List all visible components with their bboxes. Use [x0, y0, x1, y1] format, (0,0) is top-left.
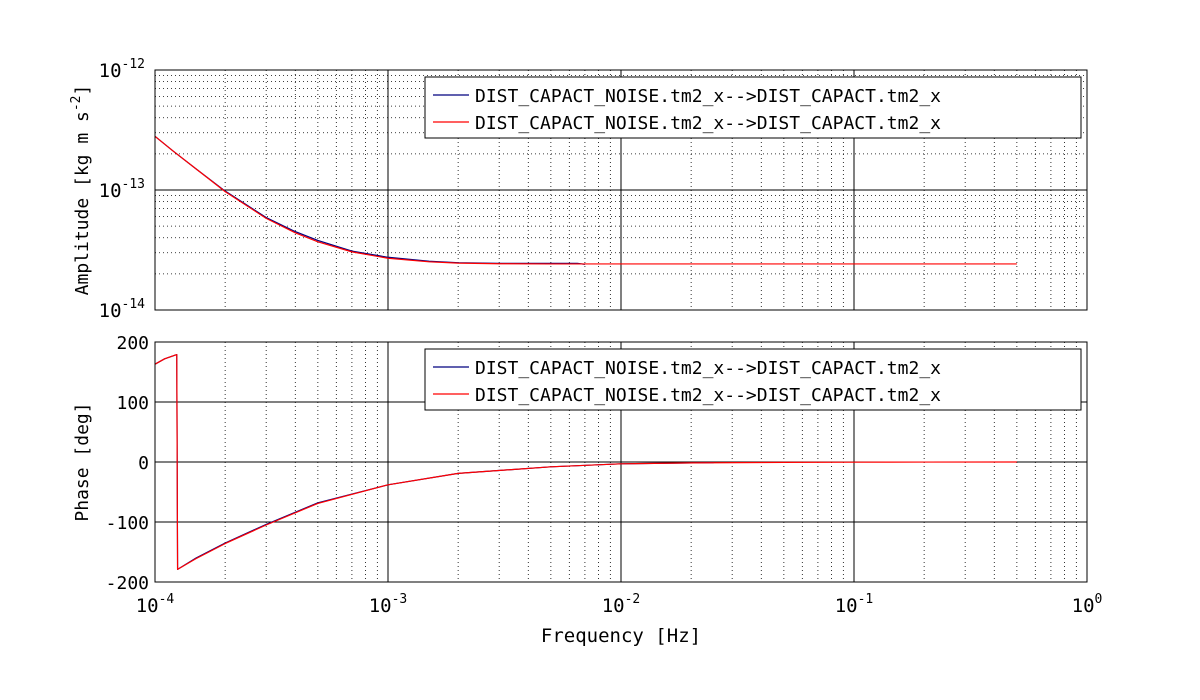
legend-box: [424, 76, 1082, 139]
x-tick-exponent: -4: [159, 592, 175, 607]
x-tick-label: 10-2: [602, 592, 641, 617]
x-tick-base: 10: [835, 595, 858, 617]
x-axis-label: Frequency [Hz]: [541, 625, 701, 647]
y-axis-label-tail: ]: [72, 85, 93, 96]
y-tick-label: -100: [106, 513, 149, 534]
y-axis-label: Amplitude [kg m s-2]: [69, 85, 93, 296]
x-tick-label: 10-4: [136, 592, 175, 617]
legend: DIST_CAPACT_NOISE.tm2_x-->DIST_CAPACT.tm…: [424, 348, 1082, 411]
x-tick-exponent: -3: [392, 592, 408, 607]
legend-entry-label: DIST_CAPACT_NOISE.tm2_x-->DIST_CAPACT.tm…: [475, 358, 941, 379]
y-tick-label: 100: [116, 393, 149, 414]
x-tick-exponent: 0: [1095, 592, 1103, 607]
y-tick-label: 10-12: [99, 57, 145, 82]
y-tick-exponent: -13: [122, 177, 145, 192]
y-axis-label-main: Amplitude [kg m s: [72, 111, 93, 295]
y-tick-base: 10: [99, 300, 122, 322]
y-tick-exponent: -12: [122, 57, 145, 72]
y-axis-label-exponent: -2: [69, 95, 84, 111]
axes-frame: [154, 341, 1088, 583]
y-tick-exponent: -14: [122, 297, 146, 312]
series-line-1: [154, 354, 1017, 571]
y-tick-base: 10: [99, 60, 122, 82]
series-line-1: [154, 135, 1017, 265]
x-tick-label: 10-3: [369, 592, 408, 617]
legend: DIST_CAPACT_NOISE.tm2_x-->DIST_CAPACT.tm…: [424, 76, 1082, 139]
axes-frame: [154, 69, 1088, 311]
x-tick-base: 10: [136, 595, 159, 617]
y-tick-label: 10-13: [99, 177, 145, 202]
legend-entry-label: DIST_CAPACT_NOISE.tm2_x-->DIST_CAPACT.tm…: [475, 113, 941, 134]
y-tick-label: 200: [116, 333, 149, 354]
legend-entry-label: DIST_CAPACT_NOISE.tm2_x-->DIST_CAPACT.tm…: [475, 86, 941, 107]
x-tick-base: 10: [602, 595, 625, 617]
x-tick-exponent: -2: [625, 592, 641, 607]
x-tick-label: 100: [1072, 592, 1103, 617]
y-tick-base: 10: [99, 180, 122, 202]
y-axis-label: Phase [deg]: [72, 402, 93, 521]
x-tick-base: 10: [1072, 595, 1095, 617]
y-tick-label: 0: [138, 453, 149, 474]
x-tick-label: 10-1: [835, 592, 874, 617]
legend-entry-label: DIST_CAPACT_NOISE.tm2_x-->DIST_CAPACT.tm…: [475, 385, 941, 406]
y-tick-label: 10-14: [99, 297, 146, 322]
legend-box: [424, 348, 1082, 411]
y-tick-label: -200: [106, 573, 149, 594]
x-tick-base: 10: [369, 595, 392, 617]
x-tick-exponent: -1: [858, 592, 874, 607]
